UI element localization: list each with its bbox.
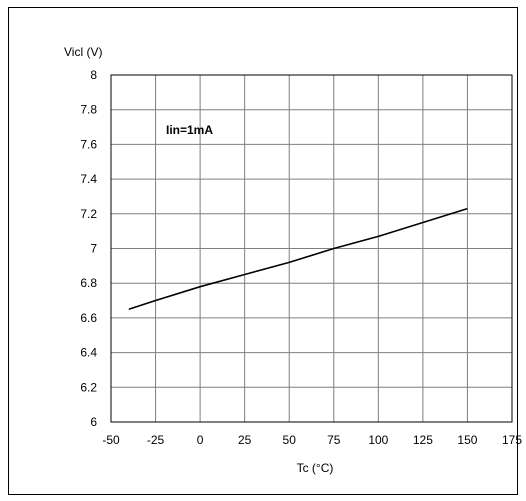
y-tick-label: 6.2 xyxy=(80,380,97,394)
annotation-label: Iin=1mA xyxy=(166,123,213,137)
x-tick-label: 75 xyxy=(327,433,341,447)
x-tick-label: 175 xyxy=(502,433,522,447)
x-tick-label: 25 xyxy=(238,433,252,447)
plot-area xyxy=(110,74,513,423)
y-tick-label: 7.8 xyxy=(80,103,97,117)
y-tick-label: 6 xyxy=(90,415,97,429)
x-tick-label: -25 xyxy=(147,433,165,447)
y-tick-label: 6.8 xyxy=(80,276,97,290)
y-tick-label: 7 xyxy=(90,242,97,256)
y-tick-label: 7.2 xyxy=(80,207,97,221)
y-tick-label: 8 xyxy=(90,68,97,82)
series-line xyxy=(128,207,468,310)
y-tick-label: 7.4 xyxy=(80,172,97,186)
x-tick-labels: -50 -25 0 25 50 75 100 125 150 175 xyxy=(102,433,522,447)
x-tick-label: -50 xyxy=(102,433,120,447)
y-tick-label: 6.6 xyxy=(80,311,97,325)
y-tick-labels: 6 6.2 6.4 6.6 6.8 7 7.2 7.4 7.6 7.8 8 xyxy=(80,68,97,429)
x-axis-label: Tc (°C) xyxy=(297,461,334,475)
x-tick-label: 100 xyxy=(368,433,388,447)
chart-frame xyxy=(8,7,518,495)
x-tick-label: 125 xyxy=(413,433,433,447)
x-tick-label: 50 xyxy=(283,433,297,447)
y-axis-label: Vicl (V) xyxy=(64,45,102,59)
y-tick-label: 7.6 xyxy=(80,137,97,151)
x-tick-label: 0 xyxy=(197,433,204,447)
grid xyxy=(111,75,512,422)
x-tick-label: 150 xyxy=(457,433,477,447)
y-tick-label: 6.4 xyxy=(80,346,97,360)
